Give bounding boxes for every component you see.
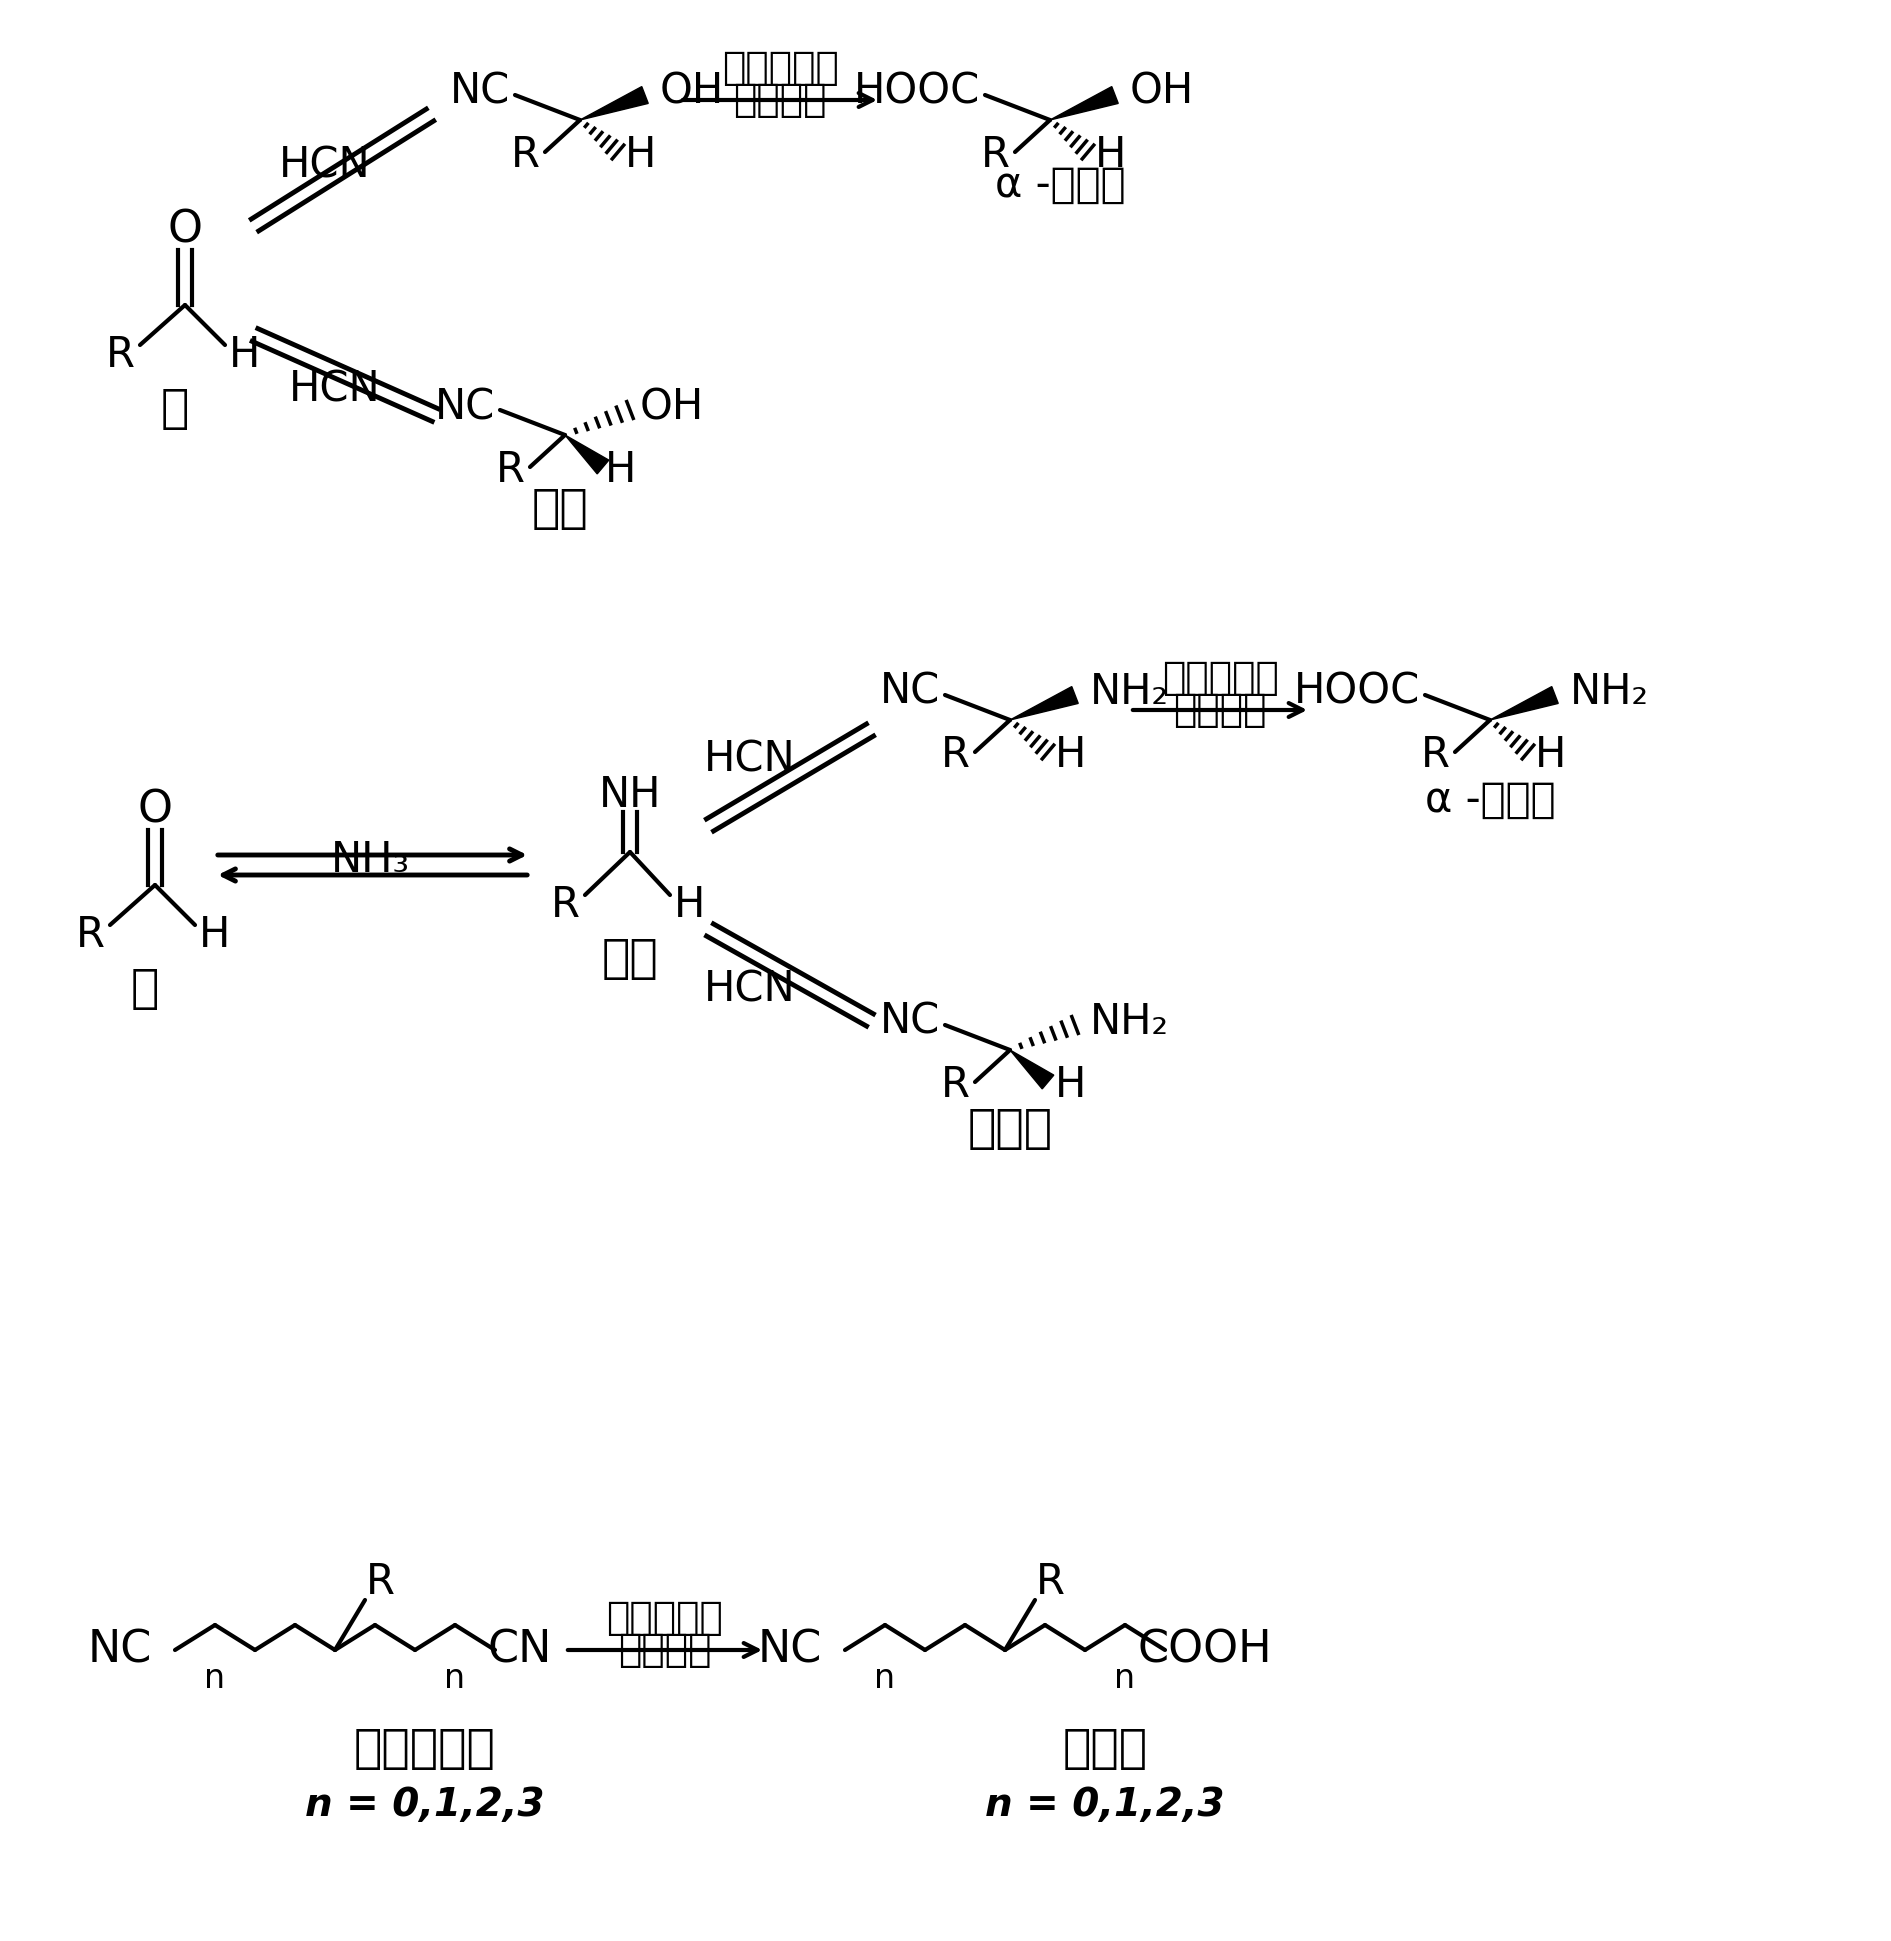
- Text: HCN: HCN: [703, 740, 796, 780]
- Text: OH: OH: [1131, 72, 1195, 113]
- Text: R: R: [1420, 734, 1450, 776]
- Text: R: R: [981, 134, 1010, 177]
- Text: NH₂: NH₂: [1089, 672, 1169, 712]
- Text: HCN: HCN: [289, 369, 380, 411]
- Text: n: n: [204, 1661, 225, 1694]
- Text: 立体选择性: 立体选择性: [607, 1599, 724, 1636]
- Text: HOOC: HOOC: [853, 72, 980, 113]
- Text: α -氨基酸: α -氨基酸: [1424, 778, 1554, 821]
- Text: α -羟基酸: α -羟基酸: [995, 163, 1125, 206]
- Text: 手性酸: 手性酸: [1063, 1727, 1148, 1772]
- Text: NC: NC: [450, 72, 511, 113]
- Polygon shape: [565, 435, 609, 474]
- Text: OH: OH: [660, 72, 724, 113]
- Text: NC: NC: [879, 1002, 940, 1042]
- Text: 羟腈: 羟腈: [531, 487, 588, 532]
- Text: COOH: COOH: [1138, 1628, 1273, 1671]
- Text: NH₂: NH₂: [1570, 672, 1649, 712]
- Text: 腈水解酶: 腈水解酶: [618, 1630, 711, 1669]
- Text: 立体选择性: 立体选择性: [1161, 660, 1278, 697]
- Polygon shape: [1050, 87, 1118, 120]
- Text: R: R: [106, 334, 134, 377]
- Text: 立体选择性: 立体选择性: [722, 49, 838, 87]
- Text: R: R: [365, 1561, 395, 1603]
- Text: 前手性二腈: 前手性二腈: [354, 1727, 495, 1772]
- Text: H: H: [626, 134, 656, 177]
- Text: R: R: [76, 914, 104, 957]
- Text: H: H: [229, 334, 261, 377]
- Text: 氨基腈: 氨基腈: [968, 1108, 1053, 1153]
- Text: NH: NH: [599, 774, 662, 815]
- Text: R: R: [942, 1064, 970, 1106]
- Text: H: H: [199, 914, 231, 957]
- Text: R: R: [495, 448, 526, 491]
- Text: n = 0,1,2,3: n = 0,1,2,3: [304, 1786, 545, 1825]
- Text: R: R: [1036, 1561, 1065, 1603]
- Text: HOOC: HOOC: [1293, 672, 1420, 712]
- Text: O: O: [138, 788, 172, 831]
- Text: H: H: [605, 448, 637, 491]
- Text: NH₂: NH₂: [1089, 1002, 1169, 1042]
- Polygon shape: [1490, 687, 1558, 720]
- Text: n = 0,1,2,3: n = 0,1,2,3: [985, 1786, 1225, 1825]
- Polygon shape: [581, 87, 649, 120]
- Text: H: H: [1055, 1064, 1085, 1106]
- Text: R: R: [942, 734, 970, 776]
- Text: 亚胺: 亚胺: [601, 938, 658, 982]
- Text: OH: OH: [639, 386, 703, 429]
- Text: HCN: HCN: [703, 969, 796, 1011]
- Text: NC: NC: [87, 1628, 151, 1671]
- Text: n: n: [1114, 1661, 1136, 1694]
- Text: 腈水解酶: 腈水解酶: [734, 82, 826, 118]
- Text: HCN: HCN: [280, 144, 371, 186]
- Text: 腈水解酶: 腈水解酶: [1172, 691, 1267, 730]
- Text: 醛: 醛: [161, 388, 189, 433]
- Text: O: O: [168, 208, 202, 252]
- Text: R: R: [550, 883, 579, 926]
- Text: n: n: [874, 1661, 896, 1694]
- Text: NC: NC: [435, 386, 495, 429]
- Text: H: H: [675, 883, 705, 926]
- Text: NC: NC: [758, 1628, 823, 1671]
- Text: R: R: [511, 134, 541, 177]
- Text: NH₃: NH₃: [331, 839, 410, 881]
- Polygon shape: [1010, 1050, 1053, 1089]
- Text: H: H: [1095, 134, 1127, 177]
- Text: H: H: [1055, 734, 1085, 776]
- Polygon shape: [1010, 687, 1078, 720]
- Text: CN: CN: [488, 1628, 552, 1671]
- Text: 醛: 醛: [130, 967, 159, 1013]
- Text: n: n: [444, 1661, 465, 1694]
- Text: NC: NC: [879, 672, 940, 712]
- Text: H: H: [1535, 734, 1566, 776]
